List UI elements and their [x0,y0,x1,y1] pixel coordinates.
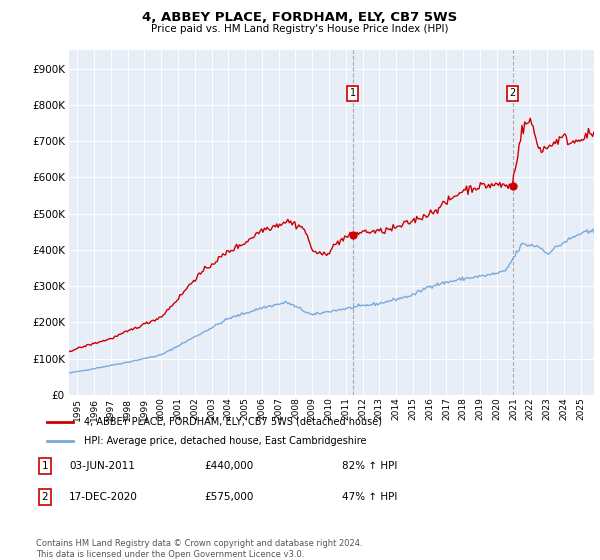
Text: 82% ↑ HPI: 82% ↑ HPI [342,461,397,471]
Text: 1: 1 [350,88,356,99]
Text: 2: 2 [509,88,516,99]
Text: 17-DEC-2020: 17-DEC-2020 [69,492,138,502]
Text: £575,000: £575,000 [204,492,253,502]
Text: 2: 2 [41,492,49,502]
Text: £440,000: £440,000 [204,461,253,471]
Text: 47% ↑ HPI: 47% ↑ HPI [342,492,397,502]
Text: Contains HM Land Registry data © Crown copyright and database right 2024.
This d: Contains HM Land Registry data © Crown c… [36,539,362,559]
Text: 4, ABBEY PLACE, FORDHAM, ELY, CB7 5WS: 4, ABBEY PLACE, FORDHAM, ELY, CB7 5WS [142,11,458,24]
Text: 03-JUN-2011: 03-JUN-2011 [69,461,135,471]
Text: Price paid vs. HM Land Registry's House Price Index (HPI): Price paid vs. HM Land Registry's House … [151,24,449,34]
Text: 4, ABBEY PLACE, FORDHAM, ELY, CB7 5WS (detached house): 4, ABBEY PLACE, FORDHAM, ELY, CB7 5WS (d… [83,417,382,427]
Text: HPI: Average price, detached house, East Cambridgeshire: HPI: Average price, detached house, East… [83,436,366,446]
Text: 1: 1 [41,461,49,471]
